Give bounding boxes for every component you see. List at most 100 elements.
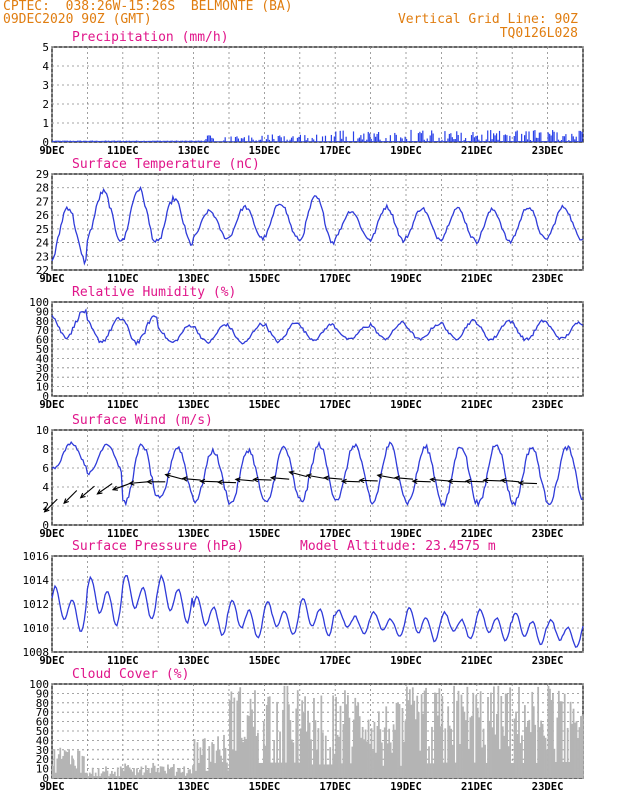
wind-ytick-label: 8 <box>42 443 49 456</box>
cloud-xtick-label: 19DEC <box>390 781 422 793</box>
precip-bar <box>254 141 256 142</box>
cloud-bar <box>493 686 495 778</box>
wind-xtick-label: 21DEC <box>461 528 493 540</box>
cloud-bar <box>447 706 450 778</box>
precip-bar <box>167 140 169 142</box>
precip-bar <box>369 133 371 142</box>
precip-bar <box>349 141 352 142</box>
precip-xtick-label: 9DEC <box>39 145 64 157</box>
cloud-bar <box>513 718 516 778</box>
cloud-bar <box>397 702 399 778</box>
wind-xtick-label: 13DEC <box>178 528 210 540</box>
cloud-bar <box>137 772 140 778</box>
cloud-bar <box>130 769 132 778</box>
cloud-bar <box>522 762 525 778</box>
cloud-bar <box>54 772 57 778</box>
cloud-bar <box>459 744 461 778</box>
cloud-bar <box>121 768 124 778</box>
precip-bar <box>113 140 116 142</box>
precip-bar <box>289 139 291 142</box>
cloud-bar <box>217 736 219 778</box>
cloud-bar <box>205 770 208 778</box>
cloud-bar <box>543 735 545 778</box>
precip-bar <box>398 141 400 142</box>
precip-bar <box>187 140 189 142</box>
wind-panel-title: Surface Wind (m/s) <box>72 413 213 428</box>
precip-bar <box>375 136 377 142</box>
cloud-bar <box>292 742 295 778</box>
precip-bar <box>100 140 102 142</box>
precip-bar <box>85 140 88 142</box>
cloud-bar <box>389 742 392 778</box>
wind-arrow-head <box>323 475 330 481</box>
cloud-bar <box>324 735 327 778</box>
cloud-bar <box>140 766 143 778</box>
precip-bar <box>344 141 346 142</box>
precip-bar <box>376 133 378 142</box>
wind-xtick-label: 9DEC <box>39 528 64 540</box>
cloud-bar <box>361 726 364 778</box>
precip-bar <box>301 141 303 142</box>
precip-bar <box>215 141 217 142</box>
precip-bar <box>224 137 226 142</box>
cloud-bar <box>364 729 367 778</box>
cloud-bar <box>316 749 318 778</box>
cloud-bar <box>577 738 579 778</box>
cloud-bar <box>199 747 202 778</box>
cloud-bar <box>541 723 544 778</box>
precip-bar <box>535 137 537 142</box>
precip-bar <box>119 140 122 142</box>
cloud-bar <box>122 771 125 778</box>
cloud-bar <box>227 770 230 778</box>
cloud-bar <box>286 685 289 778</box>
precip-bar <box>403 141 405 142</box>
cloud-bar <box>428 746 430 778</box>
cloud-bar <box>53 749 56 778</box>
precip-bar <box>74 140 76 142</box>
wind-arrow-head <box>305 473 312 479</box>
wind-arrow <box>129 481 148 484</box>
cloud-bar <box>136 768 138 778</box>
cloud-bar <box>310 739 312 778</box>
pres-ytick-label: 1016 <box>23 550 50 563</box>
precip-bar <box>351 141 353 142</box>
wind-arrow-head <box>411 478 418 484</box>
cloud-bar <box>571 723 573 778</box>
precip-bar <box>118 140 120 142</box>
precip-bar <box>366 139 368 142</box>
rh-ytick-label: 50 <box>36 343 49 356</box>
precip-bar <box>52 140 54 142</box>
temp-series-line <box>51 185 584 266</box>
precip-bar <box>189 140 191 142</box>
cloud-bar <box>211 742 214 778</box>
cloud-bar <box>293 762 296 778</box>
precip-bar <box>490 130 492 142</box>
precip-bar <box>580 130 582 142</box>
precip-bar <box>497 139 499 142</box>
precip-bar <box>56 140 58 142</box>
cloud-bar <box>88 772 91 778</box>
precip-bar <box>279 135 281 142</box>
cloud-bar <box>290 739 293 778</box>
precip-bar <box>380 141 383 142</box>
rh-ytick-label: 80 <box>36 315 49 328</box>
precip-bar <box>155 140 157 142</box>
wind-arrow <box>324 477 343 480</box>
cloud-bar <box>313 697 315 778</box>
precip-bar <box>106 140 108 142</box>
precip-bar <box>249 141 251 142</box>
precip-bar <box>391 141 393 142</box>
cloud-bar <box>141 775 144 778</box>
temp-xtick-label: 13DEC <box>178 273 210 285</box>
precip-bar <box>257 141 259 142</box>
precip-bar <box>295 141 297 142</box>
precip-bar <box>184 140 186 142</box>
cloud-bar <box>162 766 165 778</box>
precip-bar <box>379 139 381 142</box>
precip-bar <box>434 141 436 142</box>
wind-ytick-label: 0 <box>42 519 49 532</box>
precip-bar <box>186 140 188 142</box>
precip-bar <box>60 140 63 142</box>
cloud-bar <box>271 762 274 778</box>
cloud-xtick-label: 23DEC <box>532 781 564 793</box>
